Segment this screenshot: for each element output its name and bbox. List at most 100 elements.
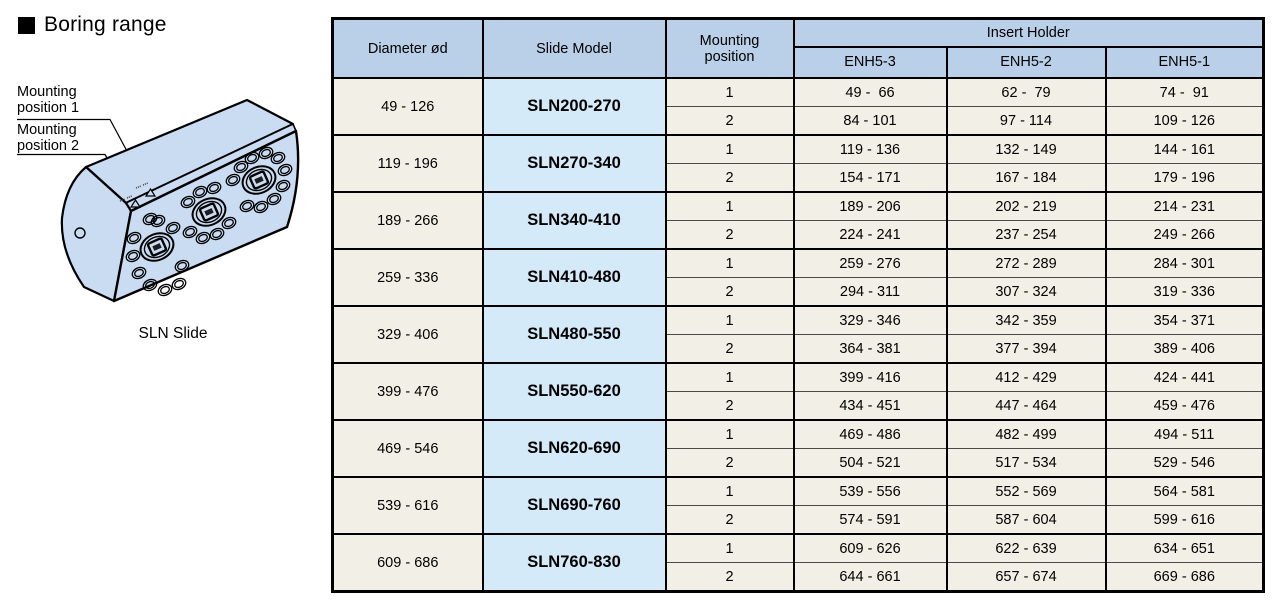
mounting-position-cell: 1: [664, 533, 795, 563]
insert-holder-range-cell: 447 - 464: [945, 391, 1107, 421]
diameter-range-cell: 329 - 406: [331, 305, 484, 364]
slide-model-cell: SLN550-620: [481, 362, 667, 421]
slide-model-cell: SLN620-690: [481, 419, 667, 478]
insert-holder-range-cell: 62 - 79: [945, 77, 1107, 107]
slide-model-cell: SLN340-410: [481, 191, 667, 250]
mounting-position-cell: 1: [664, 191, 795, 221]
table-row: 2 294 - 311 307 - 324 319 - 336: [333, 277, 1265, 307]
slide-model-cell: SLN200-270: [481, 77, 667, 136]
insert-holder-range-cell: 587 - 604: [945, 505, 1107, 535]
col-header-diameter: Diameter ød: [331, 17, 484, 79]
insert-holder-range-cell: 319 - 336: [1104, 277, 1265, 307]
table-row: 2 504 - 521 517 - 534 529 - 546: [333, 448, 1265, 478]
col-header-enh5-1: ENH5-1: [1104, 45, 1265, 80]
mounting-position-cell: 1: [664, 305, 795, 335]
section-heading: Boring range: [18, 13, 167, 37]
table-row: 2 644 - 661 657 - 674 669 - 686: [333, 562, 1265, 592]
table-row: 469 - 546 SLN620-690 1 469 - 486 482 - 499 49…: [331, 419, 1265, 478]
mounting-position-cell: 1: [664, 476, 795, 506]
mounting-position-cell: 1: [664, 248, 795, 278]
mounting-position-cell: 2: [664, 334, 795, 364]
table-row: 2 84 - 101 97 - 114 109 - 126: [333, 106, 1265, 136]
slide-model-cell: SLN690-760: [481, 476, 667, 535]
table-row: 329 - 406 SLN480-550 1 329 - 346 342 - 359 35…: [331, 305, 1265, 364]
insert-holder-range-cell: 434 - 451: [792, 391, 948, 421]
table-row: 399 - 476 SLN550-620 1 399 - 416 412 - 429 42…: [331, 362, 1265, 421]
diameter-range-cell: 259 - 336: [331, 248, 484, 307]
insert-holder-range-cell: 412 - 429: [945, 362, 1107, 392]
insert-holder-range-cell: 424 - 441: [1104, 362, 1265, 392]
insert-holder-range-cell: 307 - 324: [945, 277, 1107, 307]
insert-holder-range-cell: 377 - 394: [945, 334, 1107, 364]
insert-holder-range-cell: 634 - 651: [1104, 533, 1265, 563]
insert-holder-range-cell: 494 - 511: [1104, 419, 1265, 449]
insert-holder-range-cell: 284 - 301: [1104, 248, 1265, 278]
insert-holder-range-cell: 342 - 359: [945, 305, 1107, 335]
insert-holder-range-cell: 144 - 161: [1104, 134, 1265, 164]
insert-holder-range-cell: 539 - 556: [792, 476, 948, 506]
slide-model-cell: SLN410-480: [481, 248, 667, 307]
insert-holder-range-cell: 49 - 66: [792, 77, 948, 107]
insert-holder-range-cell: 364 - 381: [792, 334, 948, 364]
insert-holder-range-cell: 504 - 521: [792, 448, 948, 478]
insert-holder-range-cell: 469 - 486: [792, 419, 948, 449]
diameter-range-cell: 609 - 686: [331, 533, 484, 592]
diameter-range-cell: 539 - 616: [331, 476, 484, 535]
mounting-position-1-label: Mounting position 1: [17, 84, 80, 116]
insert-holder-range-cell: 574 - 591: [792, 505, 948, 535]
insert-holder-range-cell: 179 - 196: [1104, 163, 1265, 193]
table-row: 2 154 - 171 167 - 184 179 - 196: [333, 163, 1265, 193]
mounting-position-2-label: Mounting position 2: [17, 122, 80, 154]
insert-holder-range-cell: 84 - 101: [792, 106, 948, 136]
table-row: 119 - 196 SLN270-340 1 119 - 136 132 - 149 14…: [331, 134, 1265, 193]
insert-holder-range-cell: 669 - 686: [1104, 562, 1265, 592]
insert-holder-range-cell: 132 - 149: [945, 134, 1107, 164]
section-title: Boring range: [44, 13, 167, 36]
insert-holder-range-cell: 224 - 241: [792, 220, 948, 250]
mounting-position-cell: 2: [664, 505, 795, 535]
table-row: 2 434 - 451 447 - 464 459 - 476: [333, 391, 1265, 421]
table-row: 2 364 - 381 377 - 394 389 - 406: [333, 334, 1265, 364]
insert-holder-range-cell: 189 - 206: [792, 191, 948, 221]
diameter-range-cell: 49 - 126: [331, 77, 484, 136]
slide-model-cell: SLN480-550: [481, 305, 667, 364]
insert-holder-range-cell: 399 - 416: [792, 362, 948, 392]
diameter-range-cell: 119 - 196: [331, 134, 484, 193]
insert-holder-range-cell: 249 - 266: [1104, 220, 1265, 250]
col-header-mounting-position: Mounting position: [664, 17, 795, 79]
table-header: Diameter ød Slide Model Mounting positio…: [331, 17, 1265, 80]
insert-holder-range-cell: 517 - 534: [945, 448, 1107, 478]
mounting-position-cell: 2: [664, 448, 795, 478]
mounting-position-marks: [119, 182, 157, 208]
insert-holder-range-cell: 354 - 371: [1104, 305, 1265, 335]
insert-holder-range-cell: 552 - 569: [945, 476, 1107, 506]
insert-holder-range-cell: 202 - 219: [945, 191, 1107, 221]
insert-holder-range-cell: 154 - 171: [792, 163, 948, 193]
table-row: 49 - 126 SLN200-270 1 49 - 66 62 - 79 74 - 91: [331, 77, 1265, 136]
insert-holder-range-cell: 599 - 616: [1104, 505, 1265, 535]
table-row: 539 - 616 SLN690-760 1 539 - 556 552 - 569 56…: [331, 476, 1265, 535]
diameter-range-cell: 469 - 546: [331, 419, 484, 478]
insert-holder-range-cell: 97 - 114: [945, 106, 1107, 136]
col-header-enh5-2: ENH5-2: [945, 45, 1107, 80]
figure-sln-slide: Mounting position 1 Mounting position 2 …: [0, 0, 331, 610]
insert-holder-range-cell: 167 - 184: [945, 163, 1107, 193]
table-row: 259 - 336 SLN410-480 1 259 - 276 272 - 289 28…: [331, 248, 1265, 307]
diameter-range-cell: 399 - 476: [331, 362, 484, 421]
figure-caption: SLN Slide: [138, 325, 208, 342]
col-header-slide-model: Slide Model: [481, 17, 667, 79]
insert-holder-range-cell: 564 - 581: [1104, 476, 1265, 506]
table-row: 2 224 - 241 237 - 254 249 - 266: [333, 220, 1265, 250]
hole-pattern: [74, 146, 293, 297]
sln-slide-drawing: [17, 98, 300, 303]
mounting-position-cell: 2: [664, 163, 795, 193]
insert-holder-range-cell: 119 - 136: [792, 134, 948, 164]
mounting-position-cell: 2: [664, 106, 795, 136]
insert-holder-range-cell: 74 - 91: [1104, 77, 1265, 107]
insert-holder-range-cell: 622 - 639: [945, 533, 1107, 563]
black-square-bullet-icon: [18, 16, 35, 34]
insert-holder-range-cell: 459 - 476: [1104, 391, 1265, 421]
col-header-insert-holder: Insert Holder: [792, 17, 1265, 48]
table-row: 189 - 266 SLN340-410 1 189 - 206 202 - 219 21…: [331, 191, 1265, 250]
